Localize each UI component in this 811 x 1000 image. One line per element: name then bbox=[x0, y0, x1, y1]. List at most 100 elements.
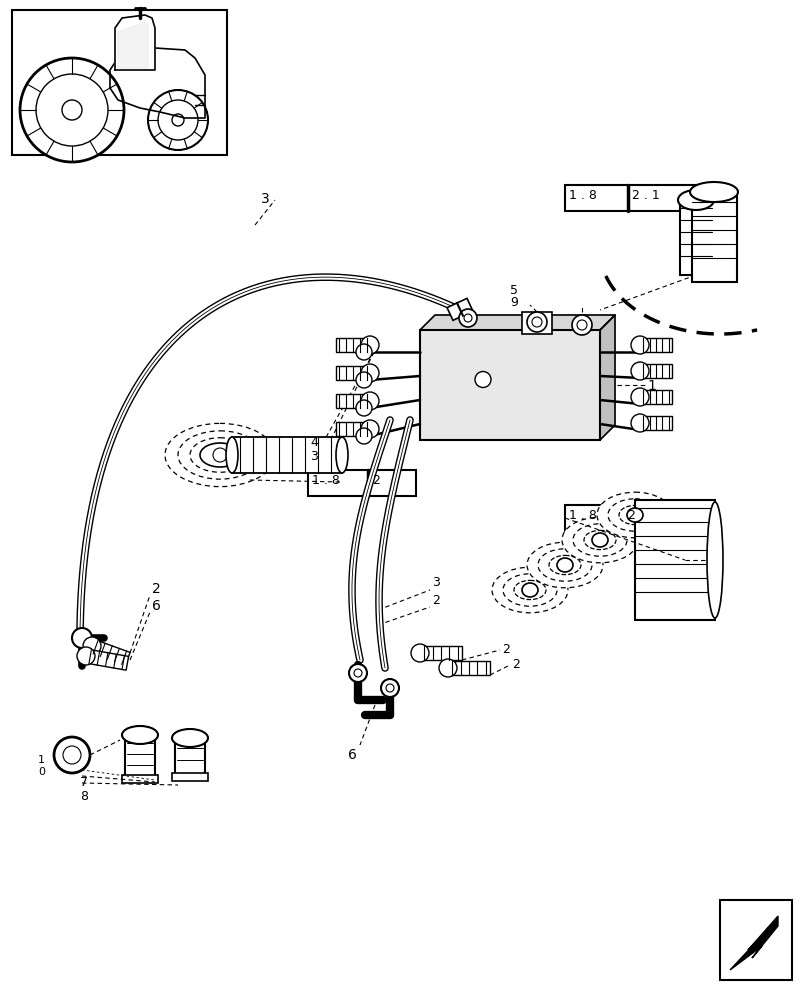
Circle shape bbox=[355, 344, 371, 360]
Ellipse shape bbox=[165, 423, 275, 487]
Text: 1: 1 bbox=[38, 755, 45, 765]
Ellipse shape bbox=[526, 542, 603, 588]
Circle shape bbox=[212, 448, 227, 462]
Bar bbox=[307, 470, 415, 496]
Ellipse shape bbox=[190, 438, 250, 472]
Text: 3: 3 bbox=[260, 192, 269, 206]
Polygon shape bbox=[336, 366, 370, 380]
Bar bbox=[175, 738, 204, 778]
Ellipse shape bbox=[548, 555, 581, 575]
Text: 2: 2 bbox=[431, 593, 440, 606]
Polygon shape bbox=[639, 364, 672, 378]
Polygon shape bbox=[118, 22, 148, 68]
Circle shape bbox=[63, 746, 81, 764]
Ellipse shape bbox=[626, 508, 642, 522]
Circle shape bbox=[630, 336, 648, 354]
Circle shape bbox=[385, 684, 393, 692]
Bar bbox=[564, 185, 704, 211]
Circle shape bbox=[158, 100, 198, 140]
Circle shape bbox=[54, 737, 90, 773]
Circle shape bbox=[577, 320, 586, 330]
Ellipse shape bbox=[200, 443, 240, 467]
Circle shape bbox=[355, 372, 371, 388]
Circle shape bbox=[349, 664, 367, 682]
Polygon shape bbox=[639, 416, 672, 430]
Polygon shape bbox=[336, 394, 370, 408]
Text: 8: 8 bbox=[80, 790, 88, 803]
Circle shape bbox=[410, 644, 428, 662]
Text: 1 . 8: 1 . 8 bbox=[569, 189, 596, 202]
Text: 5: 5 bbox=[509, 284, 517, 296]
Ellipse shape bbox=[677, 190, 713, 210]
Ellipse shape bbox=[556, 558, 573, 572]
Ellipse shape bbox=[561, 517, 637, 563]
Ellipse shape bbox=[521, 583, 538, 597]
Ellipse shape bbox=[122, 726, 158, 744]
Ellipse shape bbox=[583, 530, 616, 550]
Text: 2 .: 2 . bbox=[627, 509, 643, 522]
Bar bbox=[521, 312, 551, 334]
Bar bbox=[232, 437, 341, 473]
Circle shape bbox=[361, 336, 379, 354]
Bar bbox=[172, 773, 208, 781]
Polygon shape bbox=[336, 422, 370, 436]
Circle shape bbox=[458, 309, 476, 327]
Circle shape bbox=[72, 628, 92, 648]
Bar bbox=[634, 500, 714, 620]
Text: 6: 6 bbox=[152, 599, 161, 613]
Circle shape bbox=[630, 388, 648, 406]
Text: 1: 1 bbox=[646, 379, 655, 393]
Polygon shape bbox=[89, 639, 130, 666]
Bar bbox=[125, 735, 155, 780]
Text: 6: 6 bbox=[347, 748, 356, 762]
Bar bbox=[719, 900, 791, 980]
Ellipse shape bbox=[706, 502, 722, 618]
Ellipse shape bbox=[538, 549, 591, 581]
Text: 0: 0 bbox=[38, 767, 45, 777]
Polygon shape bbox=[84, 649, 128, 670]
Text: 3: 3 bbox=[431, 576, 440, 589]
Polygon shape bbox=[447, 298, 472, 320]
Bar bbox=[419, 330, 599, 440]
Ellipse shape bbox=[502, 574, 556, 606]
Circle shape bbox=[77, 647, 95, 665]
Ellipse shape bbox=[591, 533, 607, 547]
Text: 2: 2 bbox=[501, 643, 509, 656]
Polygon shape bbox=[419, 646, 461, 660]
Polygon shape bbox=[729, 916, 777, 970]
Polygon shape bbox=[599, 315, 614, 440]
Circle shape bbox=[36, 74, 108, 146]
Circle shape bbox=[380, 679, 398, 697]
Text: 2 . 1: 2 . 1 bbox=[631, 189, 659, 202]
Ellipse shape bbox=[596, 492, 672, 538]
Polygon shape bbox=[419, 315, 614, 330]
Circle shape bbox=[361, 420, 379, 438]
Text: 1 . 8: 1 . 8 bbox=[569, 509, 596, 522]
Circle shape bbox=[355, 400, 371, 416]
Polygon shape bbox=[639, 390, 672, 404]
Circle shape bbox=[474, 371, 491, 387]
Polygon shape bbox=[639, 338, 672, 352]
Text: 2: 2 bbox=[371, 474, 380, 487]
Circle shape bbox=[354, 669, 362, 677]
Ellipse shape bbox=[336, 437, 348, 473]
Text: 2: 2 bbox=[152, 582, 161, 596]
Text: 7: 7 bbox=[80, 776, 88, 789]
Circle shape bbox=[20, 58, 124, 162]
Circle shape bbox=[630, 362, 648, 380]
Ellipse shape bbox=[178, 431, 262, 479]
Bar bbox=[691, 192, 736, 282]
Text: 4: 4 bbox=[310, 436, 317, 448]
Circle shape bbox=[355, 428, 371, 444]
Circle shape bbox=[439, 659, 457, 677]
Circle shape bbox=[630, 414, 648, 432]
Bar bbox=[564, 505, 694, 531]
Ellipse shape bbox=[513, 580, 545, 600]
Circle shape bbox=[361, 364, 379, 382]
Circle shape bbox=[463, 314, 471, 322]
Circle shape bbox=[361, 392, 379, 410]
Bar bbox=[679, 200, 711, 275]
Polygon shape bbox=[115, 15, 155, 70]
Ellipse shape bbox=[573, 524, 626, 556]
Ellipse shape bbox=[689, 182, 737, 202]
